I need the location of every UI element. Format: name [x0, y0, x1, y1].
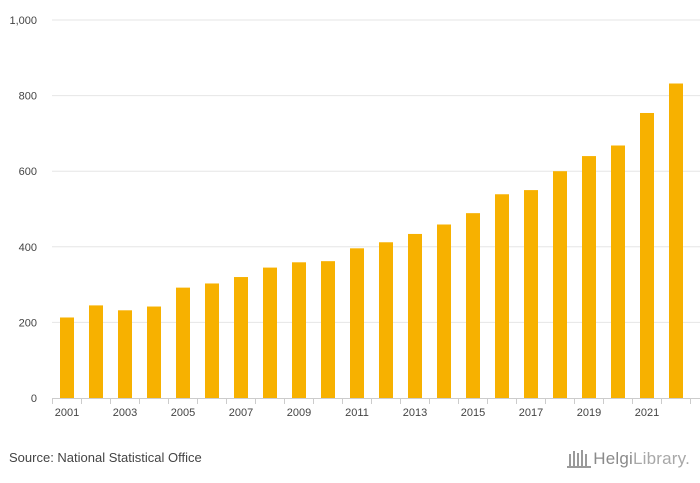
bar-2015[interactable] [466, 213, 480, 398]
x-tick-label: 2021 [635, 407, 659, 419]
library-building-icon [567, 450, 592, 468]
bar-2007[interactable] [234, 277, 248, 398]
y-tick-label: 600 [19, 166, 37, 178]
x-tick-label: 2009 [287, 407, 311, 419]
bar-2003[interactable] [118, 310, 132, 398]
bar-2005[interactable] [176, 287, 190, 398]
y-tick-label: 1,000 [9, 15, 37, 27]
x-tick-label: 2011 [345, 407, 369, 419]
x-tick-label: 2005 [171, 407, 195, 419]
x-tick-label: 2015 [461, 407, 485, 419]
bar-2001[interactable] [60, 317, 74, 398]
bar-2013[interactable] [408, 233, 422, 398]
bar-2002[interactable] [89, 305, 103, 398]
bar-series [60, 83, 683, 398]
bar-2022[interactable] [669, 83, 683, 398]
y-tick-label: 400 [19, 242, 37, 254]
bar-2008[interactable] [263, 267, 277, 398]
bar-2014[interactable] [437, 224, 451, 398]
bar-2017[interactable] [524, 190, 538, 398]
y-tick-label: 0 [31, 393, 37, 405]
bar-2018[interactable] [553, 171, 567, 398]
source-note: Source: National Statistical Office [9, 450, 202, 465]
logo-text-main: Helgi [593, 449, 633, 468]
x-tick-label: 2013 [403, 407, 427, 419]
bar-2011[interactable] [350, 248, 364, 398]
x-tick-label: 2003 [113, 407, 137, 419]
bar-2010[interactable] [321, 261, 335, 398]
helgilibrary-logo[interactable]: HelgiLibrary. [567, 446, 690, 472]
x-tick-label: 2007 [229, 407, 253, 419]
x-axis: 2001 2003 2005 2007 2009 2011 2013 2015 2017 2019… [52, 398, 700, 419]
grid-lines [52, 19, 700, 323]
bar-2004[interactable] [147, 306, 161, 398]
x-tick-label: 2001 [55, 407, 79, 419]
bar-2019[interactable] [582, 156, 596, 398]
x-tick-label: 2017 [519, 407, 543, 419]
y-tick-label: 800 [19, 91, 37, 103]
bar-2016[interactable] [495, 194, 509, 398]
bar-2009[interactable] [292, 262, 306, 398]
logo-text-light: Library. [632, 449, 690, 468]
bar-2012[interactable] [379, 242, 393, 398]
x-tick-label: 2019 [577, 407, 601, 419]
bar-2006[interactable] [205, 283, 219, 398]
bar-2020[interactable] [611, 145, 625, 398]
logo-text: HelgiLibrary. [593, 449, 690, 469]
y-tick-label: 200 [19, 317, 37, 329]
y-axis-ticks: 0 200 400 600 800 1,000 [9, 15, 37, 405]
bar-2021[interactable] [640, 112, 654, 398]
